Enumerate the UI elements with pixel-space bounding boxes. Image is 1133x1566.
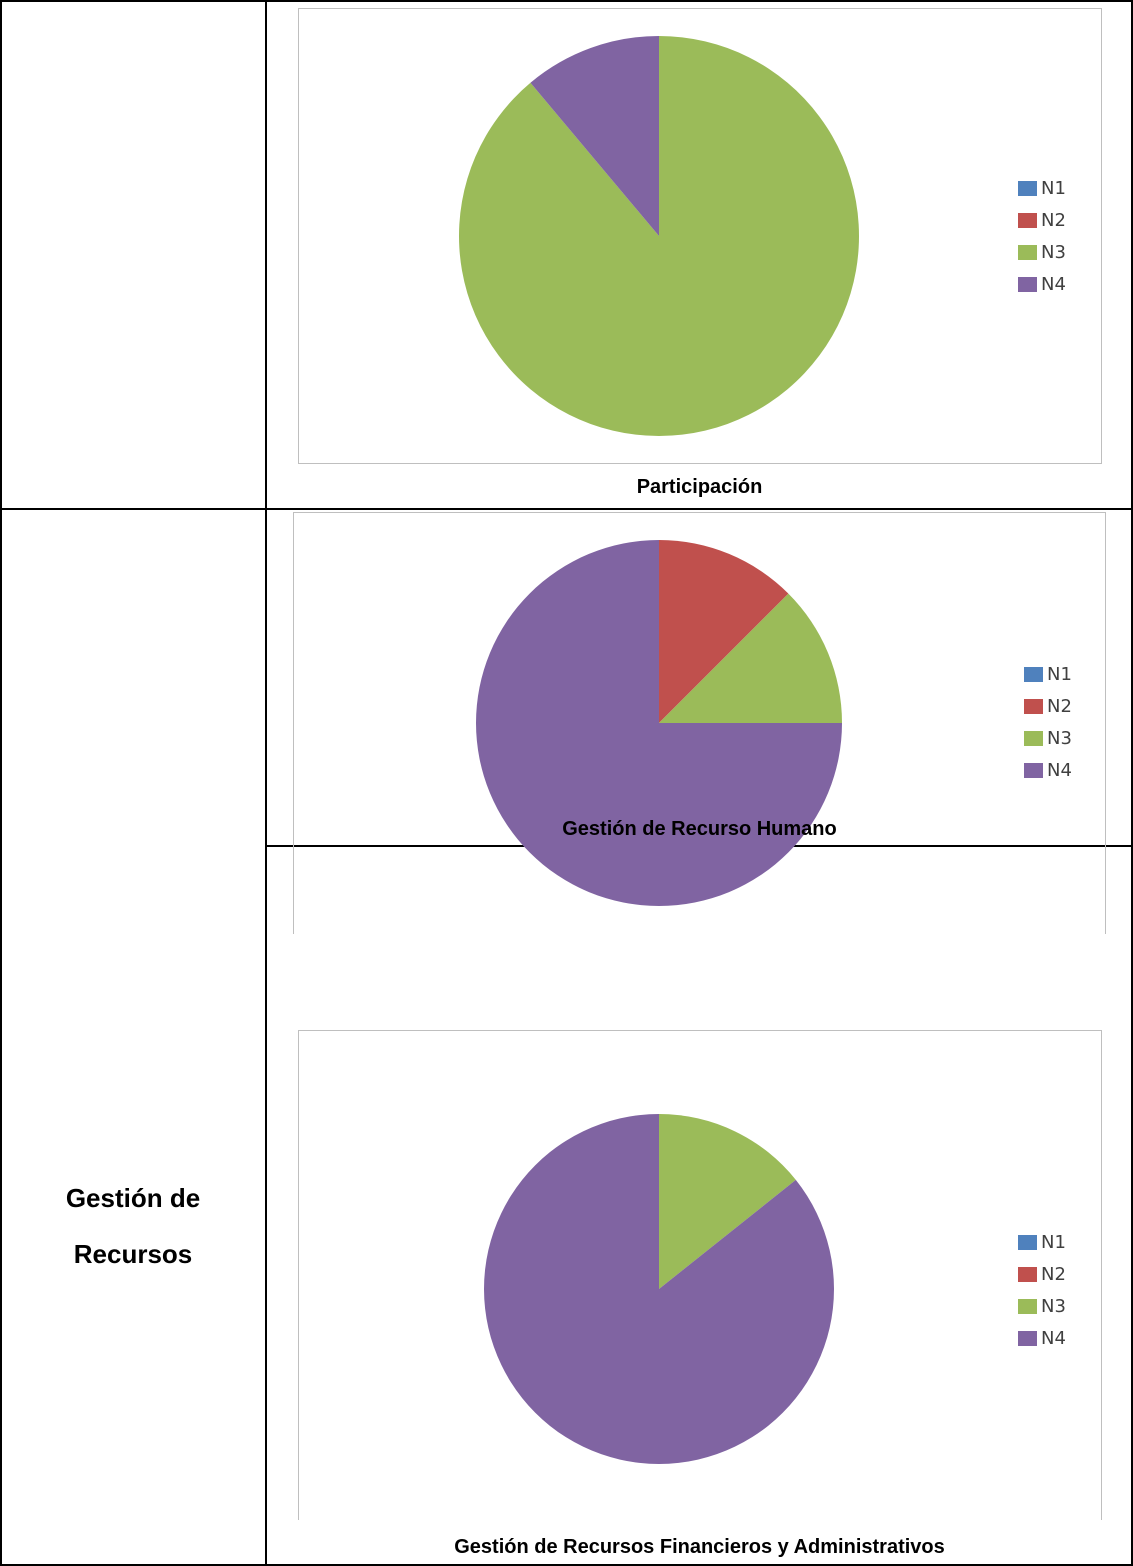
- legend-label-n2: N2: [1041, 1264, 1066, 1285]
- caption-recursos-financieros: Gestión de Recursos Financieros y Admini…: [266, 1536, 1133, 1559]
- legend-swatch-n2: [1018, 1267, 1037, 1282]
- legend-recursos-financieros: N1 N2 N3 N4: [1018, 1226, 1066, 1354]
- legend-label-n1: N1: [1041, 1232, 1066, 1253]
- legend-swatch-n3: [1018, 1299, 1037, 1314]
- legend-item-n1: N1: [1018, 1226, 1066, 1258]
- legend-item-n2: N2: [1018, 1258, 1066, 1290]
- legend-label-n4: N4: [1041, 1328, 1066, 1349]
- legend-label-n3: N3: [1041, 1296, 1066, 1317]
- legend-item-n3: N3: [1018, 1290, 1066, 1322]
- legend-swatch-n1: [1018, 1235, 1037, 1250]
- legend-item-n4: N4: [1018, 1322, 1066, 1354]
- legend-swatch-n4: [1018, 1331, 1037, 1346]
